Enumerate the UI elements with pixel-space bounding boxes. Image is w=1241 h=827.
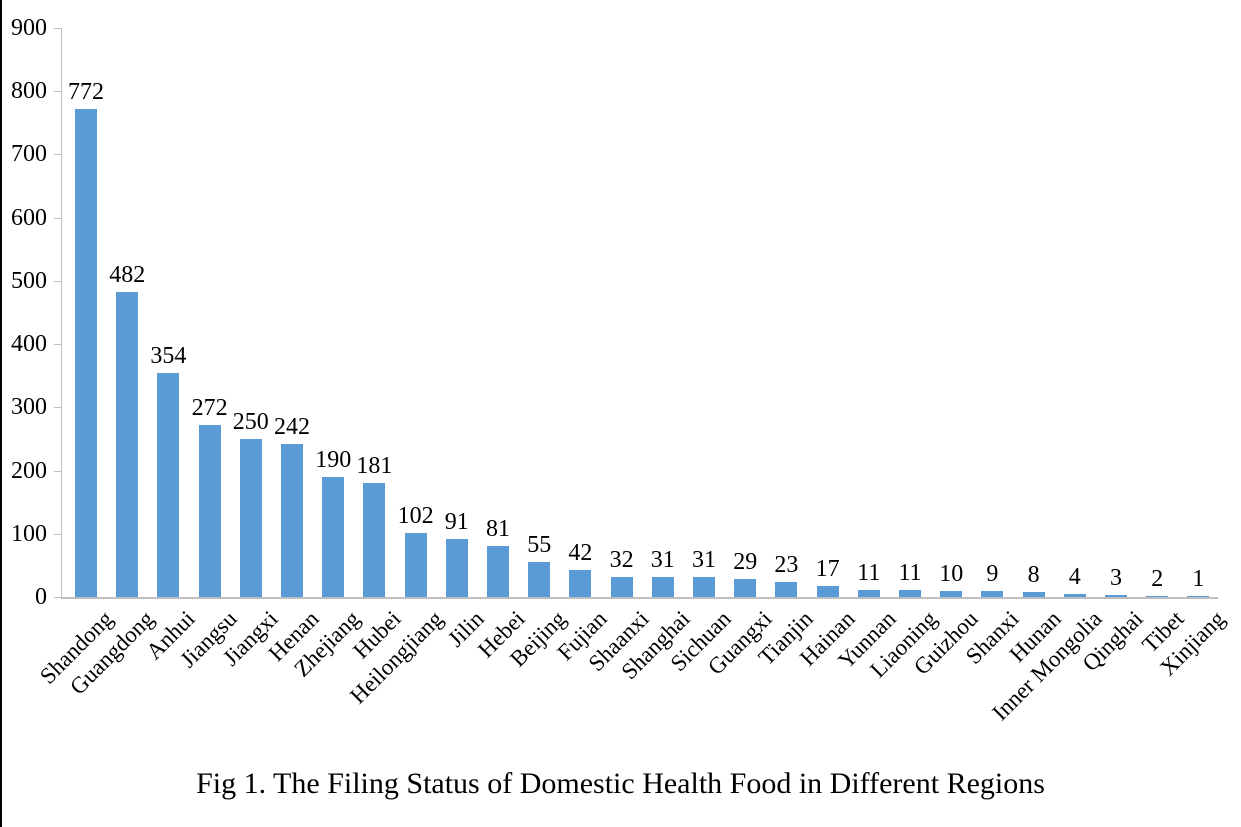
y-axis-tick bbox=[54, 597, 61, 598]
bar bbox=[404, 532, 427, 597]
bar-value-label: 10 bbox=[939, 560, 964, 587]
bar bbox=[775, 582, 798, 597]
bar-value-label: 2 bbox=[1151, 565, 1164, 592]
bar-value-label: 55 bbox=[527, 532, 552, 559]
bar bbox=[487, 545, 509, 597]
bar-value-label: 81 bbox=[486, 515, 510, 542]
bar bbox=[899, 590, 921, 597]
bar bbox=[1063, 594, 1086, 597]
bar bbox=[1187, 596, 1210, 598]
y-axis-tick-label: 200 bbox=[11, 457, 47, 484]
bar bbox=[734, 578, 757, 597]
bar-value-label: 772 bbox=[68, 78, 104, 105]
bar bbox=[610, 576, 633, 597]
bar bbox=[1022, 591, 1045, 597]
bar bbox=[75, 108, 97, 597]
bar-value-label: 190 bbox=[315, 446, 352, 473]
bar-value-label: 42 bbox=[568, 540, 593, 567]
bar-value-label: 482 bbox=[109, 262, 146, 289]
y-axis-tick-label: 900 bbox=[11, 15, 47, 41]
y-axis-tick-label: 400 bbox=[11, 331, 47, 358]
bar bbox=[1146, 595, 1169, 597]
bar-value-label: 31 bbox=[692, 547, 716, 574]
bar-value-label: 181 bbox=[356, 452, 393, 479]
y-axis-tick bbox=[54, 154, 61, 156]
bar bbox=[281, 444, 303, 597]
bar bbox=[857, 590, 880, 597]
page-edge-line bbox=[0, 0, 2, 827]
y-axis-tick-label: 100 bbox=[11, 520, 47, 547]
bar bbox=[157, 373, 180, 597]
figure-caption: Fig 1. The Filing Status of Domestic Hea… bbox=[196, 767, 1045, 800]
bar-value-label: 242 bbox=[274, 414, 310, 440]
y-axis-tick-label: 600 bbox=[11, 204, 47, 231]
bar-value-label: 1 bbox=[1192, 566, 1205, 593]
bar-value-label: 102 bbox=[397, 502, 434, 529]
bar bbox=[693, 577, 715, 597]
bar bbox=[116, 292, 139, 597]
bar-value-label: 32 bbox=[609, 546, 634, 573]
x-axis-line bbox=[61, 597, 1218, 599]
bar bbox=[940, 590, 963, 597]
bar-value-label: 31 bbox=[650, 547, 675, 574]
bar bbox=[816, 586, 839, 597]
y-axis-tick-label: 0 bbox=[35, 584, 47, 610]
y-axis-tick-label: 300 bbox=[11, 394, 47, 421]
y-axis-tick bbox=[54, 91, 61, 93]
bar bbox=[651, 577, 674, 597]
bar-value-label: 3 bbox=[1110, 565, 1122, 592]
bar-value-label: 23 bbox=[774, 552, 799, 579]
y-axis-tick bbox=[54, 470, 61, 472]
bar bbox=[239, 438, 262, 597]
y-axis-line bbox=[61, 28, 62, 597]
y-axis-tick-label: 700 bbox=[11, 141, 47, 168]
y-axis-tick bbox=[54, 280, 61, 282]
y-axis-tick bbox=[54, 407, 61, 409]
bar bbox=[322, 476, 345, 597]
y-axis-tick bbox=[54, 217, 61, 219]
bar bbox=[981, 591, 1004, 597]
y-axis-tick bbox=[54, 28, 61, 29]
bar-value-label: 11 bbox=[857, 560, 881, 587]
y-axis-tick-label: 800 bbox=[11, 78, 47, 105]
bar bbox=[445, 539, 468, 597]
y-axis-tick-label: 500 bbox=[11, 267, 47, 294]
bar-value-label: 11 bbox=[898, 560, 922, 587]
bar bbox=[569, 570, 592, 597]
bar-value-label: 29 bbox=[733, 548, 758, 575]
bar-value-label: 17 bbox=[815, 556, 840, 583]
bar bbox=[198, 425, 221, 597]
bar-value-label: 4 bbox=[1068, 564, 1081, 591]
bar bbox=[528, 562, 551, 597]
bar-value-label: 272 bbox=[191, 395, 228, 422]
y-axis-tick bbox=[54, 344, 61, 346]
chart: 0 100 200 300 400 500 600 700 800 900 772 Shandong 4… bbox=[11, 15, 1230, 725]
bar-value-label: 9 bbox=[986, 561, 999, 588]
bar-value-label: 250 bbox=[232, 408, 269, 435]
bar-value-label: 354 bbox=[150, 343, 187, 370]
bar bbox=[363, 482, 386, 597]
y-axis-tick bbox=[54, 533, 61, 535]
bar-value-label: 8 bbox=[1027, 561, 1040, 588]
bar bbox=[1105, 595, 1127, 597]
bar-value-label: 91 bbox=[444, 509, 469, 536]
